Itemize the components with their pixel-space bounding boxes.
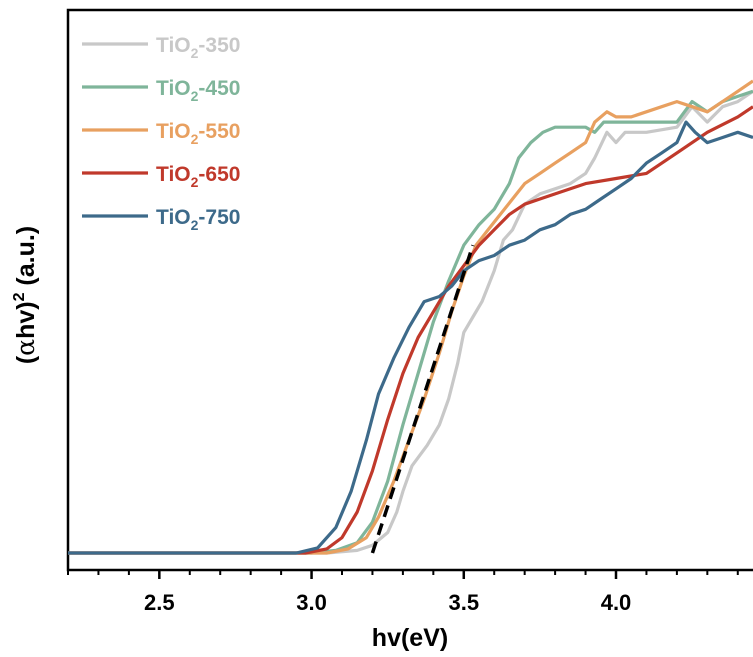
tangent-line: [370, 244, 475, 554]
series-line-3: [68, 79, 753, 555]
x-tick-label: 4.0: [601, 590, 632, 615]
x-tick-label: 3.5: [448, 590, 479, 615]
x-tick-label: 2.5: [144, 590, 175, 615]
legend-label-2: TiO2-450: [156, 77, 240, 104]
legend-label-4: TiO2-650: [156, 163, 240, 190]
x-tick-label: 3.0: [296, 590, 327, 615]
series-line-5: [68, 120, 753, 555]
legend-label-5: TiO2-750: [156, 206, 240, 233]
x-axis-title: hv(eV): [372, 624, 448, 652]
plot-frame: [66, 8, 753, 572]
legend: TiO2-350 TiO2-450 TiO2-550 TiO2-650 TiO2-750: [82, 34, 240, 233]
legend-label-1: TiO2-350: [156, 34, 240, 61]
x-axis-ticks: 2.5 3.0 3.5 4.0: [67, 570, 739, 615]
series-line-4: [68, 105, 753, 555]
series-line-2: [68, 89, 753, 555]
y-axis-title: (αhv)2 (a.u.): [11, 226, 40, 364]
legend-label-3: TiO2-550: [156, 120, 240, 147]
series-line-1: [68, 89, 753, 555]
plot-area: [66, 8, 753, 572]
